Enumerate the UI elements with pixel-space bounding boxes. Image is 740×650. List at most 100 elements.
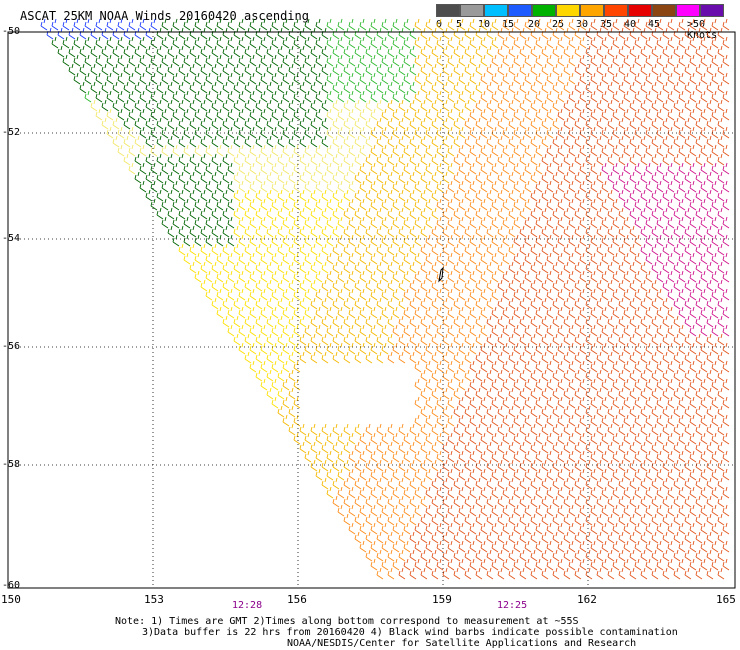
wind-barb bbox=[568, 54, 576, 67]
wind-barb bbox=[678, 450, 686, 463]
wind-barb bbox=[519, 225, 527, 238]
wind-barb bbox=[717, 117, 725, 130]
wind-barb bbox=[464, 333, 472, 346]
wind-barb bbox=[414, 90, 422, 103]
wind-barb bbox=[585, 171, 593, 184]
wind-barb bbox=[684, 171, 692, 184]
wind-barb bbox=[607, 351, 615, 364]
wind-barb bbox=[651, 315, 659, 328]
wind-barb bbox=[519, 243, 527, 256]
wind-barb bbox=[640, 261, 648, 274]
wind-barb bbox=[524, 504, 532, 517]
wind-barb bbox=[321, 81, 329, 94]
wind-barb bbox=[387, 459, 395, 472]
wind-barb bbox=[491, 270, 499, 283]
wind-barb bbox=[513, 414, 521, 427]
wind-barb bbox=[172, 162, 180, 175]
wind-barb bbox=[475, 315, 483, 328]
wind-barb bbox=[194, 270, 202, 283]
legend-swatch-2 bbox=[484, 4, 508, 17]
wind-barb bbox=[425, 288, 433, 301]
wind-barb bbox=[442, 225, 450, 238]
wind-barb bbox=[640, 189, 648, 202]
wind-barb bbox=[348, 486, 356, 499]
wind-barb bbox=[194, 180, 202, 193]
wind-barb bbox=[590, 288, 598, 301]
wind-barb bbox=[706, 477, 714, 490]
wind-barb bbox=[546, 378, 554, 391]
wind-barb bbox=[458, 504, 466, 517]
wind-barb bbox=[706, 567, 714, 580]
wind-barb bbox=[469, 324, 477, 337]
wind-barb bbox=[596, 351, 604, 364]
wind-barb bbox=[414, 558, 422, 571]
wind-barb bbox=[337, 54, 345, 67]
wind-barb bbox=[266, 315, 274, 328]
wind-barb bbox=[211, 279, 219, 292]
wind-barb bbox=[486, 171, 494, 184]
wind-barb bbox=[722, 396, 730, 409]
wind-barb bbox=[552, 459, 560, 472]
wind-barb bbox=[431, 459, 439, 472]
wind-barb bbox=[95, 108, 103, 121]
wind-barb bbox=[469, 270, 477, 283]
wind-barb bbox=[563, 63, 571, 76]
wind-barb bbox=[585, 81, 593, 94]
wind-barb bbox=[425, 36, 433, 49]
wind-barb bbox=[392, 54, 400, 67]
wind-barb bbox=[398, 153, 406, 166]
wind-barb bbox=[238, 306, 246, 319]
wind-barb bbox=[233, 117, 241, 130]
wind-barb bbox=[458, 234, 466, 247]
wind-barb bbox=[557, 288, 565, 301]
wind-barb bbox=[172, 126, 180, 139]
wind-barb bbox=[326, 162, 334, 175]
wind-barb bbox=[200, 99, 208, 112]
wind-barb bbox=[409, 567, 417, 580]
wind-barb bbox=[574, 351, 582, 364]
wind-barb bbox=[711, 324, 719, 337]
wind-barb bbox=[414, 162, 422, 175]
wind-barb bbox=[194, 90, 202, 103]
wind-barb bbox=[282, 180, 290, 193]
wind-barb bbox=[332, 153, 340, 166]
wind-barb bbox=[101, 117, 109, 130]
wind-barb bbox=[508, 477, 516, 490]
wind-barb bbox=[458, 18, 466, 31]
wind-barb bbox=[711, 522, 719, 535]
wind-barb bbox=[79, 45, 87, 58]
wind-barb bbox=[645, 216, 653, 229]
wind-barb bbox=[178, 63, 186, 76]
wind-barb bbox=[348, 144, 356, 157]
wind-barb bbox=[238, 72, 246, 85]
wind-barb bbox=[546, 558, 554, 571]
wind-barb bbox=[667, 360, 675, 373]
wind-barb bbox=[101, 81, 109, 94]
wind-barb bbox=[343, 171, 351, 184]
wind-barb bbox=[717, 279, 725, 292]
wind-barb bbox=[464, 261, 472, 274]
wind-barb bbox=[711, 414, 719, 427]
wind-barb bbox=[497, 189, 505, 202]
wind-barb bbox=[304, 270, 312, 283]
wind-barb bbox=[579, 522, 587, 535]
wind-barb bbox=[233, 27, 241, 40]
wind-barb bbox=[667, 486, 675, 499]
wind-barb bbox=[651, 243, 659, 256]
wind-barb bbox=[585, 225, 593, 238]
wind-barb bbox=[370, 288, 378, 301]
wind-barb bbox=[453, 477, 461, 490]
wind-barb bbox=[640, 243, 648, 256]
wind-barb bbox=[332, 333, 340, 346]
wind-barb bbox=[134, 45, 142, 58]
wind-barb bbox=[645, 468, 653, 481]
wind-barb bbox=[502, 72, 510, 85]
wind-barb bbox=[277, 27, 285, 40]
wind-barb bbox=[205, 180, 213, 193]
wind-barb bbox=[717, 549, 725, 562]
wind-barb bbox=[601, 288, 609, 301]
wind-barb bbox=[530, 207, 538, 220]
wind-barb bbox=[381, 558, 389, 571]
wind-barb bbox=[711, 54, 719, 67]
wind-barb bbox=[409, 549, 417, 562]
